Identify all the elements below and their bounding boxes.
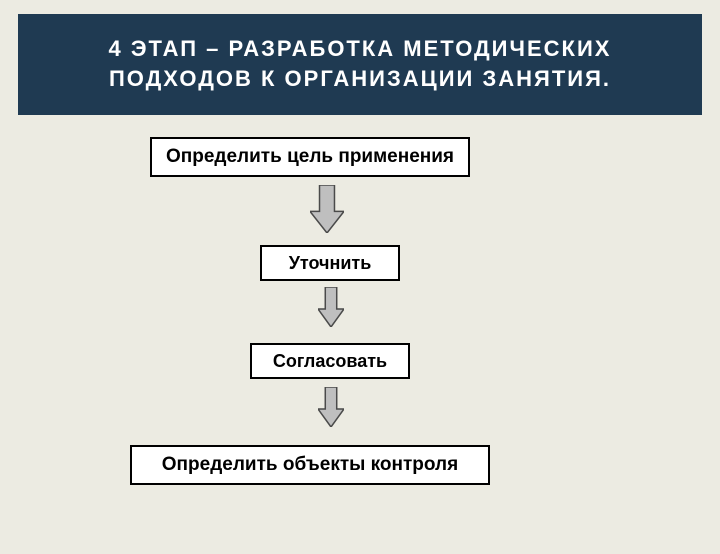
down-arrow-icon bbox=[318, 287, 344, 327]
down-arrow-icon bbox=[310, 185, 344, 233]
flow-node-label: Уточнить bbox=[289, 253, 372, 274]
down-arrow-icon bbox=[318, 387, 344, 427]
flow-node-define-control-objects: Определить объекты контроля bbox=[130, 445, 490, 485]
flow-node-define-goal: Определить цель применения bbox=[150, 137, 470, 177]
flow-node-label: Определить цель применения bbox=[166, 146, 454, 168]
slide-title-text: 4 ЭТАП – РАЗРАБОТКА МЕТОДИЧЕСКИХ ПОДХОДО… bbox=[109, 36, 612, 91]
slide-title-banner: 4 ЭТАП – РАЗРАБОТКА МЕТОДИЧЕСКИХ ПОДХОДО… bbox=[18, 14, 702, 115]
flowchart-area: Определить цель применения Уточнить Согл… bbox=[0, 115, 720, 545]
flow-node-label: Согласовать bbox=[273, 351, 387, 372]
flow-node-agree: Согласовать bbox=[250, 343, 410, 379]
flow-node-label: Определить объекты контроля bbox=[162, 454, 458, 476]
flow-node-clarify: Уточнить bbox=[260, 245, 400, 281]
